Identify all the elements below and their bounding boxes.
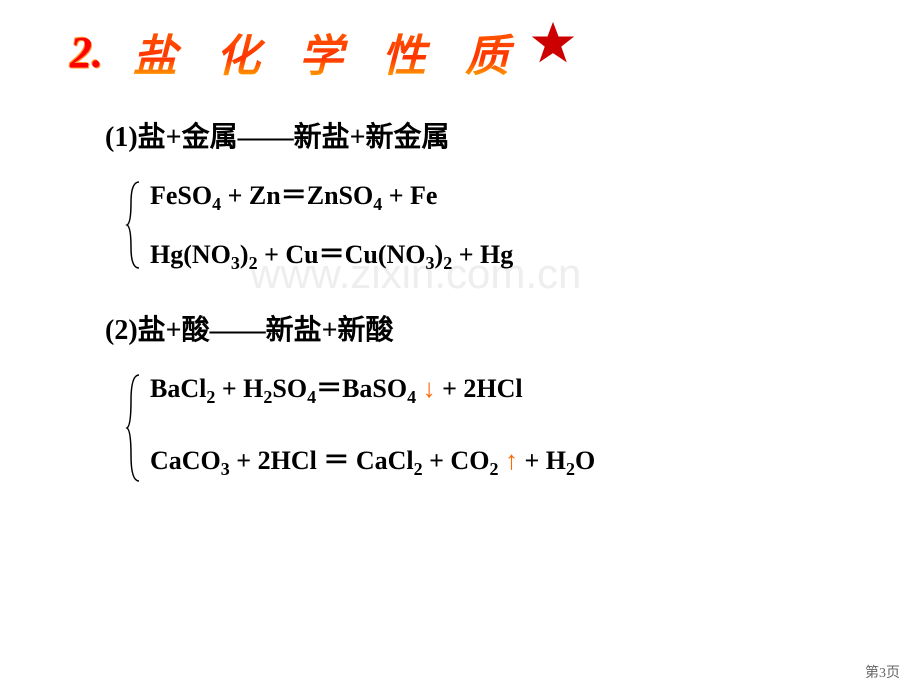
arrow-up-icon: ↑: [505, 446, 518, 475]
equation-text: + CO: [423, 446, 490, 475]
rule-label: (2)盐+酸——新盐+新酸: [105, 308, 855, 348]
arrow-down-icon: ↓: [423, 374, 436, 403]
equation: BaCl2 + H2SO4＝BaSO4 ↓ + 2HCl: [150, 368, 855, 412]
equation-text: O: [575, 446, 595, 475]
subscript: 3: [426, 253, 435, 273]
equation-text: + Hg: [452, 240, 513, 269]
subscript: 4: [212, 194, 221, 214]
equation-text: + Zn＝ZnSO: [221, 181, 373, 210]
page-number: 第3页: [865, 662, 900, 682]
content-area: (1)盐+金属——新盐+新金属FeSO4 + Zn＝ZnSO4 + FeHg(N…: [105, 115, 855, 512]
equation-text: BaCl: [150, 374, 206, 403]
subscript: 2: [566, 459, 575, 479]
equation: CaCO3 + 2HCl ＝ CaCl2 + CO2 ↑ + H2O: [150, 440, 855, 484]
subscript: 2: [249, 253, 258, 273]
equation-text: + Cu＝Cu(NO: [258, 240, 426, 269]
equation-text: ＝BaSO: [316, 374, 407, 403]
brace-icon: [125, 180, 143, 275]
brace-icon: [125, 373, 143, 488]
subscript: 3: [231, 253, 240, 273]
equation: Hg(NO3)2 + Cu＝Cu(NO3)2 + Hg: [150, 234, 855, 278]
star-icon: [530, 20, 576, 71]
subscript: 2: [206, 387, 215, 407]
subscript: 4: [373, 194, 382, 214]
equation-text: FeSO: [150, 181, 212, 210]
equation-text: + 2HCl ＝ CaCl: [230, 446, 414, 475]
subscript: 4: [307, 387, 316, 407]
subscript: 4: [407, 387, 416, 407]
equation-text: + H: [518, 446, 566, 475]
title-number: 2.: [70, 27, 103, 78]
title-text: 盐 化 学 性 质: [133, 20, 523, 84]
equation-text: CaCO: [150, 446, 221, 475]
equation-text: Hg(NO: [150, 240, 231, 269]
equation-text: + H: [215, 374, 263, 403]
rule-label: (1)盐+金属——新盐+新金属: [105, 115, 855, 155]
subscript: 2: [414, 459, 423, 479]
equations-block: BaCl2 + H2SO4＝BaSO4 ↓ + 2HClCaCO3 + 2HCl…: [125, 368, 855, 484]
equation-text: ): [240, 240, 249, 269]
equation: FeSO4 + Zn＝ZnSO4 + Fe: [150, 175, 855, 219]
equation-text: + Fe: [382, 181, 437, 210]
slide-header: 2. 盐 化 学 性 质: [70, 20, 523, 84]
subscript: 2: [443, 253, 452, 273]
equation-text: + 2HCl: [436, 374, 523, 403]
equation-text: ): [435, 240, 444, 269]
equation-text: SO: [272, 374, 307, 403]
equations-block: FeSO4 + Zn＝ZnSO4 + FeHg(NO3)2 + Cu＝Cu(NO…: [125, 175, 855, 278]
subscript: 3: [221, 459, 230, 479]
